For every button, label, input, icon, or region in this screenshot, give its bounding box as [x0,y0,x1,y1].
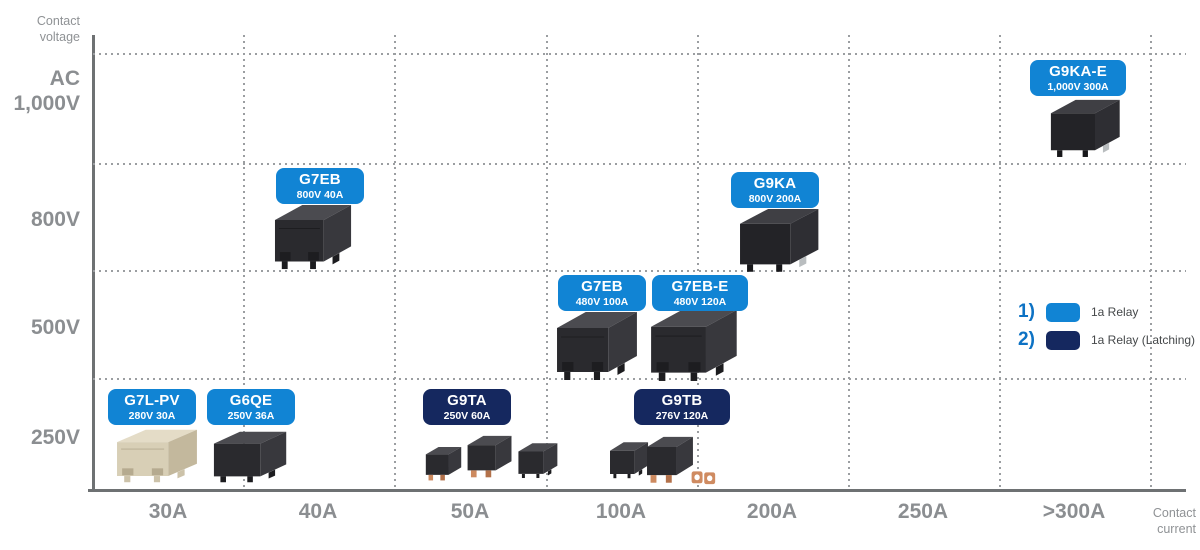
legend-number: 1) [1018,301,1035,322]
product-name: G7EB [581,278,623,296]
legend: 1) 1a Relay 2) 1a Relay (Latching) [1018,301,1195,357]
relay-photo-g7eb-480v-100a [556,311,640,381]
relay-illustration [610,436,716,485]
product-badge-g9tb-276v-120a: G9TB 276V 120A [634,389,730,425]
product-badge-g7eb-480v-100a: G7EB 480V 100A [558,275,646,311]
relay-photo-g9ka-800v-200a [739,208,821,274]
x-tick-50A: 50A [450,500,490,523]
relay-illustration [274,204,352,270]
relay-photo-g9ka-e-1-000v-300a [1050,99,1122,159]
product-spec: 276V 120A [655,409,709,422]
product-spec: 250V 36A [227,409,275,422]
horizontal-gridline [93,270,1186,272]
horizontal-gridline [93,378,1186,380]
vertical-gridline [1150,35,1152,489]
horizontal-gridline [93,53,1186,55]
product-badge-g7l-pv-280v-30a: G7L-PV 280V 30A [108,389,196,425]
y-axis-line [92,35,95,492]
vertical-gridline [999,35,1001,489]
y-tick-800V: 800V [30,208,80,231]
product-badge-g7eb-e-480v-120a: G7EB-E 480V 120A [652,275,748,311]
x-tick-100A: 100A [595,500,647,523]
product-badge-g9ka-800v-200a: G9KA 800V 200A [731,172,819,208]
vertical-gridline [243,35,245,489]
relay-photo-g9ta-250v-60a [424,434,562,486]
product-spec: 480V 100A [575,295,629,308]
product-name: G9TA [447,392,487,410]
product-badge-g7eb-800v-40a: G7EB 800V 40A [276,168,364,204]
product-spec: 800V 200A [748,192,802,205]
product-badge-g6qe-250v-36a: G6QE 250V 36A [207,389,295,425]
relay-photo-g9tb-276v-120a [610,435,716,486]
product-badge-g9ka-e-1-000v-300a: G9KA-E 1,000V 300A [1030,60,1126,96]
product-spec: 800V 40A [296,188,344,201]
horizontal-gridline [93,163,1186,165]
product-name: G9KA-E [1049,63,1107,81]
product-name: G9KA [753,175,797,193]
x-axis-line [88,489,1186,492]
relay-illustration [740,208,819,272]
relay-illustration [117,429,197,483]
x-tick-40A: 40A [298,500,338,523]
product-name: G9TB [661,392,703,410]
legend-label: 1a Relay (Latching) [1091,333,1196,347]
x-tick-30A: 30A [148,500,188,523]
y-tick-AC-1000V: AC 1,000V [13,67,80,116]
x-tick-gt300A: >300A [1042,500,1106,523]
product-badge-g9ta-250v-60a: G9TA 250V 60A [423,389,511,425]
legend-swatch-navy [1046,330,1080,350]
product-spec: 280V 30A [128,409,176,422]
product-name: G7EB-E [671,278,729,296]
relay-illustration [425,435,558,481]
vertical-gridline [697,35,699,489]
x-tick-250A: 250A [897,500,949,523]
legend-number: 2) [1018,329,1035,350]
relay-illustration [213,431,287,483]
relay-photo-g7eb-e-480v-120a [650,309,740,382]
product-spec: 1,000V 300A [1047,80,1109,93]
legend-swatch-blue [1046,302,1080,322]
product-name: G6QE [229,392,273,410]
product-spec: 480V 120A [673,295,727,308]
legend-item-1a-relay: 1) 1a Relay [1018,301,1195,323]
vertical-gridline [546,35,548,489]
y-tick-250V: 250V [30,426,80,449]
vertical-gridline [394,35,396,489]
product-name: G7L-PV [124,392,180,410]
relay-illustration [1050,99,1120,157]
relay-illustration [651,310,737,381]
x-axis-caption: Contact current [1152,506,1196,536]
y-axis-caption: Contact voltage [36,14,80,44]
relay-photo-g6qe-250v-36a [213,431,289,483]
legend-label: 1a Relay [1091,305,1139,319]
product-spec: 250V 60A [443,409,491,422]
relay-photo-g7eb-800v-40a [274,204,354,270]
x-tick-200A: 200A [746,500,798,523]
legend-item-1a-relay-latching: 2) 1a Relay (Latching) [1018,329,1195,351]
product-name: G7EB [299,171,341,189]
relay-illustration [557,312,637,380]
y-tick-500V: 500V [30,316,80,339]
relay-photo-g7l-pv-280v-30a [116,429,200,483]
vertical-gridline [848,35,850,489]
